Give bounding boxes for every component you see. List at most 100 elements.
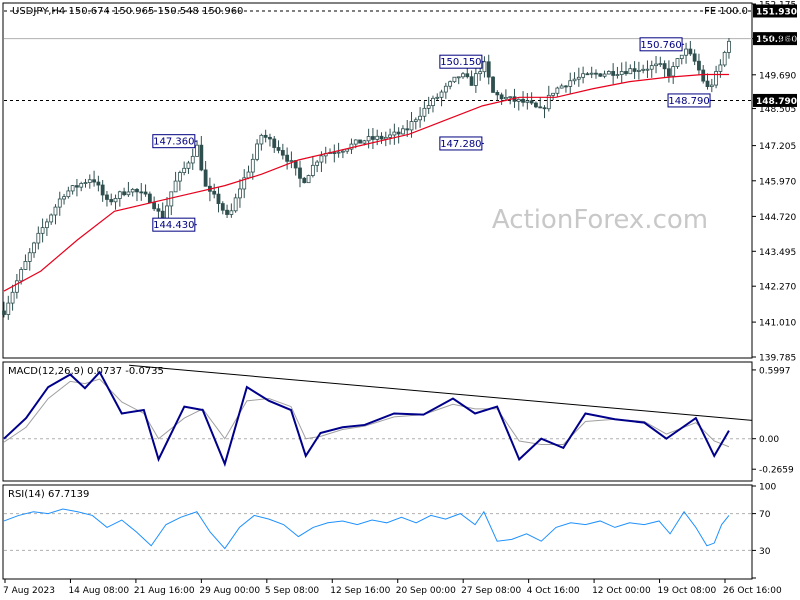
price-tick-label: 145.970	[759, 177, 796, 187]
macd-tick-label: -0.2659	[759, 466, 794, 476]
annotation-box	[439, 54, 483, 69]
candle-body	[448, 81, 453, 87]
candle-body	[203, 169, 208, 187]
rsi-line	[3, 508, 730, 550]
candle-body	[190, 155, 195, 164]
price-levels: 151.930 150.960 148.790	[4, 4, 797, 107]
price-candles	[2, 38, 731, 320]
price-tick-label: 144.720	[759, 213, 796, 223]
level-badge-label: 150.960	[756, 35, 797, 45]
candle-body	[156, 208, 161, 212]
candle-body	[358, 139, 362, 144]
candle-body	[272, 138, 277, 148]
candle-body	[23, 261, 28, 270]
annotation-label: 150.150	[440, 57, 481, 68]
candle-body	[62, 196, 66, 200]
candle-body	[431, 97, 435, 106]
candle-body	[100, 184, 105, 196]
candle-body	[126, 191, 131, 196]
candle-body	[718, 64, 723, 72]
candle-body	[229, 210, 234, 215]
annotation-box	[639, 37, 683, 52]
candle-body	[49, 214, 54, 223]
candle-body	[195, 144, 199, 157]
candle-body	[452, 76, 457, 83]
candle-body	[649, 65, 654, 70]
candle-body	[478, 71, 483, 75]
candle-body	[14, 280, 19, 293]
candle-body	[233, 197, 238, 212]
candle-body	[508, 96, 513, 99]
candle-body	[135, 188, 139, 193]
candle-body	[413, 119, 418, 122]
candle-body	[684, 48, 688, 56]
candle-body	[2, 310, 6, 315]
candle-body	[542, 107, 547, 110]
candle-body	[615, 74, 620, 76]
candle-body	[624, 71, 628, 75]
candle-body	[516, 98, 521, 102]
candle-body	[418, 115, 423, 121]
candle-body	[594, 72, 598, 75]
price-tick-label: 150.960	[759, 35, 796, 45]
candle-body	[409, 121, 414, 131]
macd-tick-label: 0.5997	[759, 366, 791, 376]
annotation-label: 148.790	[668, 96, 709, 107]
candle-body	[276, 147, 281, 151]
candle-body	[559, 85, 564, 89]
candle-body	[581, 73, 586, 78]
candle-body	[405, 128, 410, 131]
candle-body	[662, 63, 667, 70]
candle-body	[83, 182, 88, 184]
macd-trendline	[129, 364, 753, 421]
annotation-label: 144.430	[153, 220, 194, 231]
candle-body	[143, 191, 148, 195]
candle-body	[285, 154, 290, 162]
time-tick-label: 14 Aug 08:00	[68, 586, 129, 596]
candle-body	[538, 106, 543, 109]
macd-axis: 0.5997 0.00 -0.2659	[752, 366, 794, 476]
candle-body	[315, 161, 320, 166]
candle-body	[521, 98, 525, 103]
price-tick-label: 149.690	[759, 71, 796, 81]
candle-body	[92, 179, 96, 183]
candle-body	[482, 61, 487, 73]
time-tick-label: 29 Aug 00:00	[199, 586, 260, 596]
moving-average-line	[3, 73, 729, 292]
price-tick-label: 148.505	[759, 105, 796, 115]
level-badge	[753, 4, 797, 18]
time-tick-label: 27 Sep 08:00	[461, 586, 521, 596]
candle-body	[671, 66, 676, 77]
candle-body	[576, 76, 581, 80]
candle-body	[675, 58, 680, 67]
level-badge-label: 151.930	[756, 7, 797, 17]
candle-body	[619, 71, 624, 75]
annotation-label: 147.360	[153, 137, 194, 148]
candle-body	[564, 85, 568, 88]
candle-body	[654, 63, 658, 67]
rsi-label: RSI(14) 67.7139	[8, 489, 89, 500]
candle-body	[534, 102, 538, 108]
candle-body	[36, 232, 41, 244]
candle-body	[212, 190, 217, 195]
candle-body	[396, 131, 401, 135]
candle-body	[44, 221, 49, 229]
candle-body	[401, 128, 405, 135]
watermark: ActionForex.com	[492, 205, 708, 235]
candle-body	[130, 188, 135, 193]
candle-body	[117, 191, 122, 199]
candle-body	[658, 63, 663, 66]
candle-body	[306, 175, 311, 184]
candle-body	[679, 54, 684, 59]
candle-body	[259, 134, 264, 145]
candle-body	[473, 73, 478, 86]
candle-body	[371, 136, 375, 140]
candle-body	[336, 151, 341, 154]
candle-body	[53, 206, 58, 216]
candle-body	[57, 198, 62, 208]
candle-body	[379, 135, 384, 140]
rsi-tick-label: 70	[759, 510, 771, 520]
candle-body	[310, 164, 315, 176]
candle-body	[362, 140, 367, 144]
candle-body	[332, 152, 337, 154]
